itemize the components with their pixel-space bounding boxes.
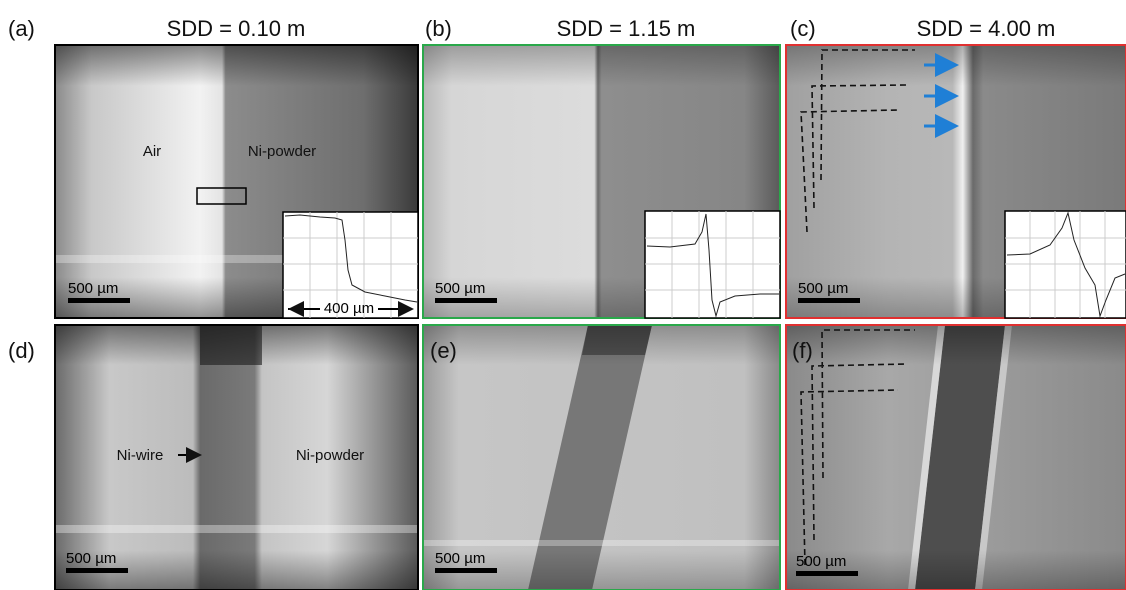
panel-label: (c) — [790, 16, 816, 41]
inset-width-label: 400 µm — [324, 300, 374, 317]
figure: (a) SDD = 0.10 m (b) SDD = 1.15 m (c) SD… — [0, 0, 1126, 590]
column-title: SDD = 4.00 m — [917, 16, 1056, 41]
panel-a: Air Ni-powder 400 µm 500 µm — [55, 45, 418, 318]
scale-bar-label: 500 µm — [66, 550, 116, 567]
panel-label: (d) — [8, 338, 35, 363]
panel-e: (e) 500 µm — [423, 325, 780, 590]
scale-bar-label: 500 µm — [796, 553, 846, 570]
annotation: Ni-powder — [296, 447, 364, 464]
column-title: SDD = 0.10 m — [167, 16, 306, 41]
panel-f: (f) 500 µm — [786, 325, 1126, 590]
panel-b: 500 µm — [423, 45, 780, 318]
annotation: Air — [143, 143, 161, 160]
annotation: Ni-wire — [117, 447, 164, 464]
scale-bar-label: 500 µm — [68, 280, 118, 297]
annotation: Ni-powder — [248, 143, 316, 160]
panel-label: (b) — [425, 16, 452, 41]
scale-bar-label: 500 µm — [435, 550, 485, 567]
panel-label: (f) — [792, 338, 813, 363]
panel-d: Ni-wire Ni-powder 500 µm — [55, 325, 418, 590]
scale-bar-label: 500 µm — [435, 280, 485, 297]
panel-label: (a) — [8, 16, 35, 41]
panel-label: (e) — [430, 338, 457, 363]
inset — [645, 211, 780, 318]
column-title: SDD = 1.15 m — [557, 16, 696, 41]
inset: 400 µm — [283, 212, 418, 318]
scale-bar-label: 500 µm — [798, 280, 848, 297]
panel-c: 500 µm — [786, 45, 1126, 318]
inset — [1005, 211, 1126, 318]
